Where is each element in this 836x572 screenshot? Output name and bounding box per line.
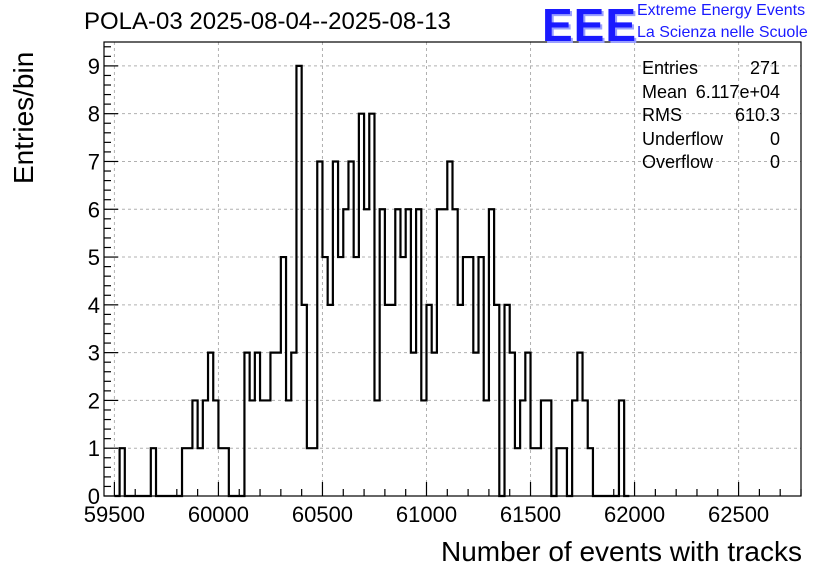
stat-overflow: Overflow 0 (640, 152, 782, 176)
y-tick-label: 6 (88, 197, 100, 222)
chart-title: POLA-03 2025-08-04--2025-08-13 (84, 8, 451, 35)
y-axis-label: Entries/bin (8, 51, 39, 184)
x-tick-label: 61500 (500, 502, 561, 527)
y-tick-label: 2 (88, 388, 100, 413)
plot-frame (103, 41, 802, 497)
y-tick-label: 8 (88, 102, 100, 127)
stat-label: Overflow (642, 152, 714, 172)
x-tick-label: 60500 (292, 502, 353, 527)
x-tick-label: 61000 (396, 502, 457, 527)
logo-line-2: La Scienza nelle Scuole (637, 24, 808, 41)
stat-label: Mean (642, 81, 688, 102)
y-tick-label: 3 (88, 341, 100, 366)
stat-label: RMS (642, 105, 682, 125)
y-tick-label: 0 (88, 484, 100, 509)
stat-rms: RMS 610.3 (640, 105, 782, 129)
stat-label: Entries (642, 58, 699, 78)
x-tick-label: 62500 (708, 502, 769, 527)
stat-value: 271 (749, 58, 780, 78)
stat-mean: Mean 6.117e+04 (640, 82, 782, 106)
stats-box: Entries 271 Mean 6.117e+04 RMS 610.3 Und… (640, 58, 782, 176)
stat-value: 0 (769, 128, 780, 149)
tick-labels: 59500 60000 60500 61000 61500 62000 62500 0 1 2 3 4… (84, 54, 769, 527)
y-tick-label: 5 (88, 245, 100, 270)
axes (103, 41, 802, 497)
x-tick-label: 59500 (84, 502, 145, 527)
y-tick-label: 9 (88, 54, 100, 79)
x-tick-label: 60000 (188, 502, 249, 527)
stat-value: 610.3 (734, 105, 780, 125)
stat-entries: Entries 271 (640, 58, 782, 82)
y-tick-label: 1 (88, 436, 100, 461)
x-axis-label: Number of events with tracks (440, 536, 802, 567)
stat-value: 6.117e+04 (695, 81, 780, 102)
eee-logo: EEE (542, 0, 638, 51)
stat-underflow: Underflow 0 (640, 129, 782, 153)
stat-label: Underflow (642, 128, 724, 149)
histogram-line (114, 64, 630, 498)
y-tick-label: 4 (88, 293, 100, 318)
stat-value: 0 (769, 152, 780, 172)
y-tick-label: 7 (88, 149, 100, 174)
x-tick-label: 62000 (604, 502, 665, 527)
logo-line-1: Extreme Energy Events (637, 2, 806, 19)
